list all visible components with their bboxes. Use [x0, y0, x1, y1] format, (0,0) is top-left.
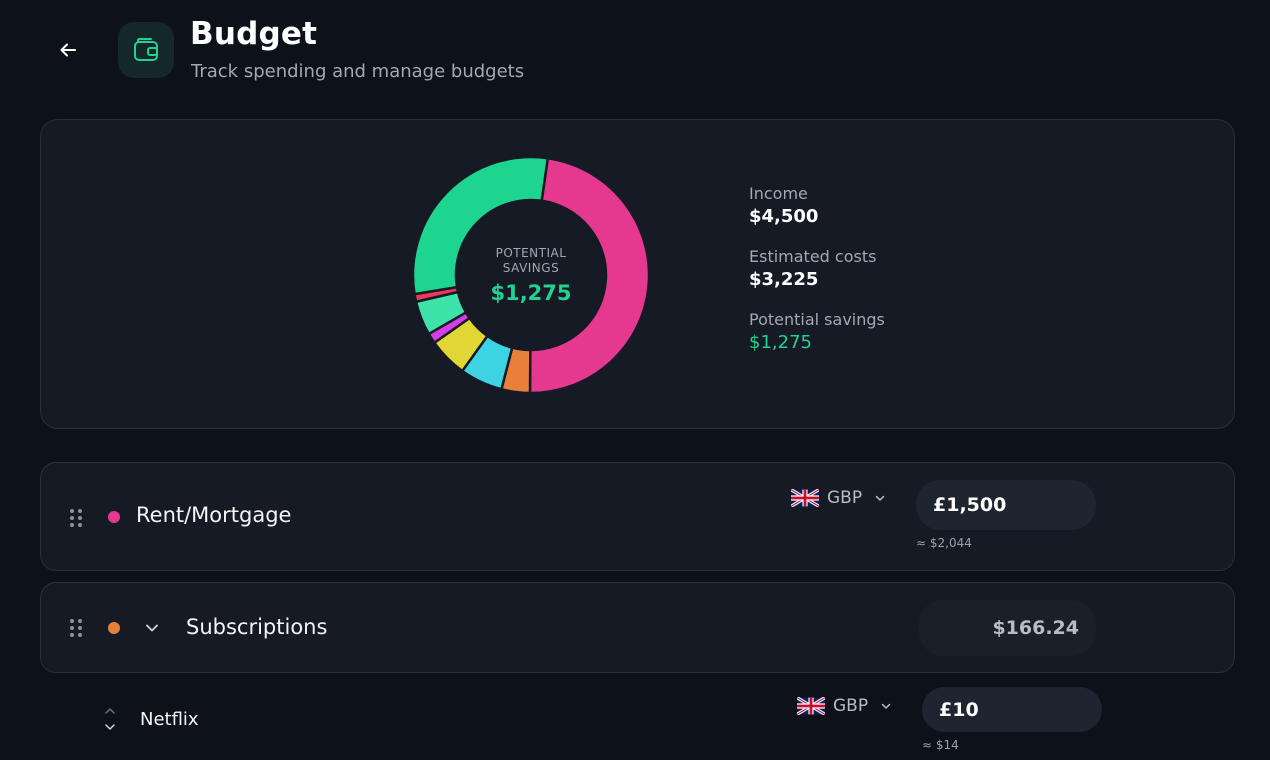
back-button[interactable]	[52, 34, 84, 66]
currency-code: GBP	[827, 488, 863, 508]
chevron-up-icon[interactable]	[100, 705, 120, 717]
uk-flag-icon	[791, 489, 819, 507]
income-label: Income	[749, 184, 808, 203]
budget-donut-chart	[411, 155, 651, 395]
amount-input[interactable]: £1,500	[916, 480, 1096, 530]
budget-summary-card: POTENTIAL SAVINGS $1,275 Income $4,500 E…	[40, 119, 1235, 429]
costs-label: Estimated costs	[749, 247, 877, 266]
costs-stat: Estimated costs $3,225	[749, 247, 885, 293]
subitem-name: Netflix	[140, 709, 199, 730]
chevron-down-icon	[881, 703, 891, 709]
currency-code: GBP	[833, 696, 869, 716]
category-name: Subscriptions	[186, 615, 328, 639]
savings-value: $1,275	[749, 332, 812, 353]
chevron-down-icon	[146, 624, 158, 632]
amount-input[interactable]: £10	[922, 687, 1102, 732]
arrow-left-icon	[60, 43, 76, 57]
savings-label: Potential savings	[749, 310, 885, 329]
category-color-dot	[108, 622, 120, 634]
category-total: $166.24	[919, 600, 1096, 656]
budget-stats: Income $4,500 Estimated costs $3,225 Pot…	[749, 184, 885, 373]
currency-select[interactable]: GBP	[797, 696, 892, 716]
category-card-subscriptions: Subscriptions $166.24	[40, 582, 1235, 673]
reorder-buttons	[100, 705, 120, 735]
wallet-icon	[134, 38, 158, 61]
income-stat: Income $4,500	[749, 184, 885, 230]
costs-value: $3,225	[749, 269, 819, 290]
drag-handle-icon[interactable]	[70, 619, 82, 637]
expand-toggle-button[interactable]	[142, 618, 162, 638]
uk-flag-icon	[797, 697, 825, 715]
savings-stat: Potential savings $1,275	[749, 310, 885, 356]
category-color-dot	[108, 511, 120, 523]
category-card-rent: Rent/Mortgage GBP £1,500 ≈ $2,044	[40, 462, 1235, 571]
page-header: Budget Track spending and manage budgets	[0, 0, 1270, 110]
currency-select[interactable]: GBP	[791, 488, 886, 508]
page-subtitle: Track spending and manage budgets	[191, 61, 525, 82]
chevron-down-icon[interactable]	[100, 721, 120, 733]
converted-amount: ≈ $14	[922, 738, 959, 752]
drag-handle-icon[interactable]	[70, 509, 82, 527]
income-value: $4,500	[749, 206, 819, 227]
chevron-down-icon	[875, 495, 885, 501]
category-name: Rent/Mortgage	[136, 503, 292, 527]
app-icon	[118, 22, 174, 78]
page-title: Budget	[190, 16, 318, 52]
donut-slice	[528, 156, 651, 395]
donut-slice	[411, 155, 550, 296]
converted-amount: ≈ $2,044	[916, 536, 972, 550]
